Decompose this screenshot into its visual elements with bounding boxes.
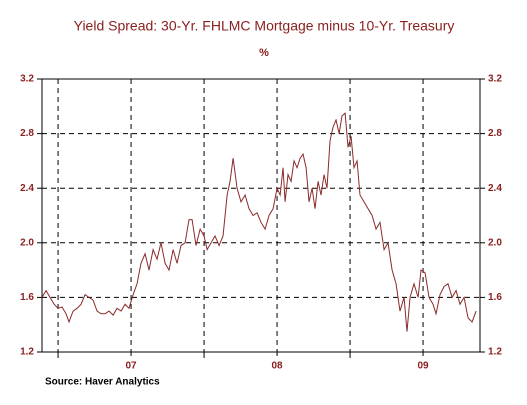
- x-tick-label: 09: [417, 361, 429, 372]
- x-tick-label: 07: [125, 361, 137, 372]
- x-tick-label: 08: [271, 361, 283, 372]
- plot-frame: [41, 78, 481, 353]
- chart-subtitle: %: [259, 47, 269, 59]
- data-line: [41, 112, 477, 332]
- y2-tick-label: 2.0: [488, 237, 502, 248]
- y-tick-label: 2.0: [20, 237, 34, 248]
- y2-tick-label: 1.2: [488, 347, 502, 358]
- y2-tick-label: 1.6: [488, 292, 502, 303]
- chart-title: Yield Spread: 30-Yr. FHLMC Mortgage minu…: [74, 18, 455, 34]
- y-tick-label: 2.8: [20, 128, 34, 139]
- y2-tick-label: 2.4: [488, 183, 502, 194]
- y-tick-label: 1.6: [20, 292, 34, 303]
- y-tick-label: 2.4: [20, 183, 34, 194]
- y-tick-label: 3.2: [20, 74, 34, 85]
- y2-tick-label: 3.2: [488, 74, 502, 85]
- source-note: Source: Haver Analytics: [45, 377, 160, 388]
- y-tick-label: 1.2: [20, 347, 34, 358]
- y2-tick-label: 2.8: [488, 128, 502, 139]
